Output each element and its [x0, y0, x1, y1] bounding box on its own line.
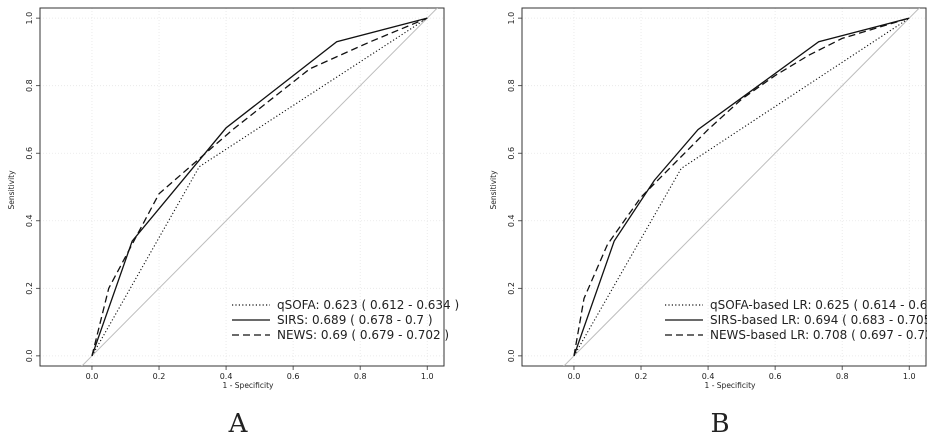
roc-curve-dashed [573, 17, 910, 356]
roc-curve-dashed [91, 17, 428, 357]
y-axis-title: Sensitivity [7, 170, 16, 210]
legend-label: NEWS-based LR: 0.708 ( 0.697 - 0.72 ) [710, 328, 927, 342]
grid [40, 8, 444, 366]
x-tick-label: 0.6 [769, 372, 782, 381]
plot-area [563, 8, 920, 366]
legend-label: SIRS: 0.689 ( 0.678 - 0.7 ) [277, 313, 433, 327]
roc-curve-solid [573, 17, 910, 357]
chance-diagonal [81, 8, 438, 366]
y-tick-label: 0.2 [25, 282, 34, 295]
y-tick-label: 0.6 [25, 147, 34, 160]
y-tick-label: 0.4 [25, 214, 34, 227]
chance-diagonal [563, 8, 920, 366]
y-tick-label: 0.4 [507, 214, 516, 227]
x-tick-label: 0.0 [568, 372, 581, 381]
panel-label: B [710, 409, 729, 439]
y-axis-title: Sensitivity [489, 170, 498, 210]
panel-label: A [228, 409, 249, 439]
y-tick-label: 1.0 [25, 12, 34, 25]
x-tick-label: 0.0 [86, 372, 99, 381]
x-tick-label: 0.8 [354, 372, 367, 381]
roc-curve-solid [91, 17, 428, 357]
x-axis-title: 1 - Specificity [705, 381, 756, 390]
plot-frame [521, 7, 927, 367]
y-tick-label: 0.0 [25, 350, 34, 363]
x-tick-label: 0.2 [153, 372, 166, 381]
x-tick-label: 1.0 [903, 372, 916, 381]
y-tick-label: 0.2 [507, 282, 516, 295]
plot-frame [39, 7, 445, 367]
y-tick-label: 0.6 [507, 147, 516, 160]
x-tick-label: 0.6 [287, 372, 300, 381]
x-axis-title: 1 - Specificity [223, 381, 274, 390]
y-tick-label: 0.8 [25, 79, 34, 92]
legend-label: qSOFA-based LR: 0.625 ( 0.614 - 0.637 ) [710, 298, 927, 312]
x-tick-label: 0.4 [702, 372, 715, 381]
y-tick-label: 1.0 [507, 12, 516, 25]
roc-curve-dotted [91, 17, 428, 357]
roc-curve-dotted [573, 17, 910, 357]
legend-label: qSOFA: 0.623 ( 0.612 - 0.634 ) [277, 298, 459, 312]
roc-panel-a: 0.0 0.2 0.4 0.6 0.8 1.0 0.0 0.2 0.4 0.6 0.8 1.0 1 - … [7, 7, 459, 439]
legend-label: SIRS-based LR: 0.694 ( 0.683 - 0.705 ) [710, 313, 927, 327]
x-tick-label: 1.0 [421, 372, 434, 381]
legend-label: NEWS: 0.69 ( 0.679 - 0.702 ) [277, 328, 449, 342]
roc-panel-b: 0.0 0.2 0.4 0.6 0.8 1.0 0.0 0.2 0.4 0.6 0.8 1.0 1 - … [489, 7, 927, 439]
y-tick-label: 0.8 [507, 79, 516, 92]
plot-area [81, 8, 438, 366]
y-tick-label: 0.0 [507, 350, 516, 363]
grid [522, 8, 926, 366]
x-tick-label: 0.4 [220, 372, 233, 381]
x-tick-label: 0.2 [635, 372, 648, 381]
x-tick-label: 0.8 [836, 372, 849, 381]
